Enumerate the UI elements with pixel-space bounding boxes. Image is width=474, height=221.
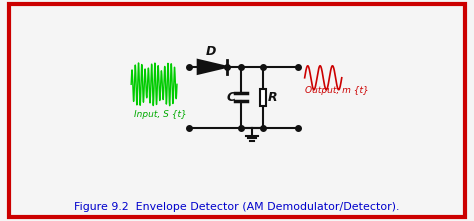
Text: Input, S {t}: Input, S {t}	[135, 110, 187, 119]
Bar	[260, 89, 266, 106]
Text: C: C	[227, 91, 236, 104]
Text: D: D	[206, 45, 216, 58]
Polygon shape	[198, 60, 227, 74]
Text: Output, m {t}: Output, m {t}	[305, 86, 368, 95]
Text: R: R	[268, 91, 278, 104]
Text: Figure 9.2  Envelope Detector (AM Demodulator/Detector).: Figure 9.2 Envelope Detector (AM Demodul…	[74, 202, 400, 212]
